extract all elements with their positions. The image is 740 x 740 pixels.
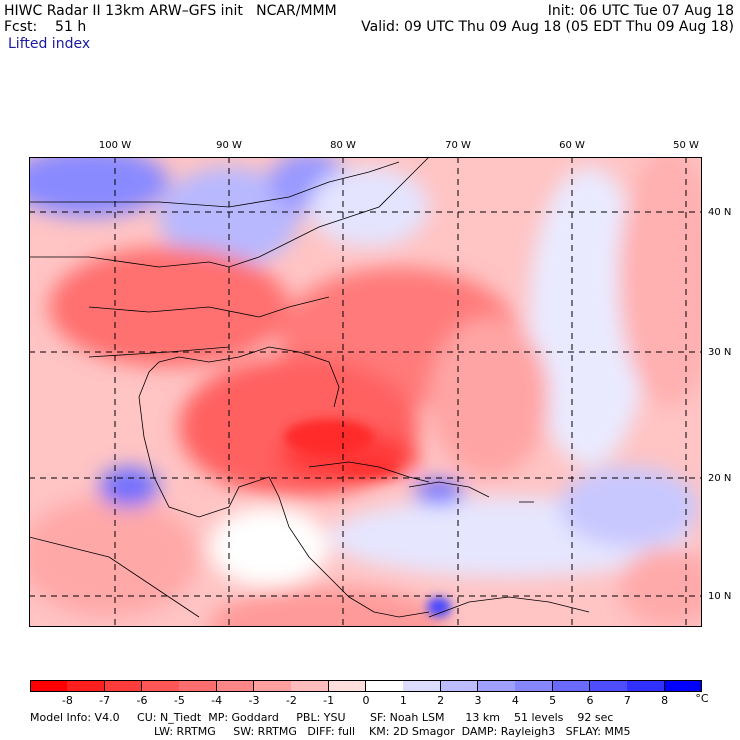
lon-label-80w: 80 W (330, 140, 356, 151)
colorbar-swatch (440, 680, 479, 692)
map-frame (29, 157, 702, 627)
lon-label-90w: 90 W (216, 140, 242, 151)
init-time: Init: 06 UTC Tue 07 Aug 18 (547, 3, 734, 19)
colorbar-tick-label: -7 (99, 694, 111, 707)
forecast-hour: Fcst: 51 h (4, 19, 87, 35)
lon-label-70w: 70 W (445, 140, 471, 151)
colorbar-swatch (403, 680, 442, 692)
colorbar-swatch (291, 680, 330, 692)
colorbar-tick-label: -6 (136, 694, 148, 707)
lon-label-100w: 100 W (98, 140, 132, 151)
lat-label-20n: 20 N (708, 473, 732, 484)
field-name: Lifted index (8, 36, 91, 52)
colorbar-tick-label: 8 (661, 694, 669, 707)
lifted-index-map (29, 157, 702, 627)
colorbar-swatch (30, 680, 68, 692)
model-title: HIWC Radar II 13km ARW–GFS init NCAR/MMM (4, 3, 337, 19)
colorbar-swatch (216, 680, 255, 692)
colorbar-swatch (664, 680, 703, 692)
colorbar-swatch (254, 680, 292, 692)
colorbar-swatch (478, 680, 516, 692)
colorbar-swatch (515, 680, 554, 692)
model-info: Model Info: V4.0 CU: N_Tiedt MP: Goddard… (30, 711, 614, 724)
lon-label-60w: 60 W (559, 140, 585, 151)
colorbar-swatch (627, 680, 666, 692)
colorbar-swatch (590, 680, 628, 692)
lat-label-40n: 40 N (708, 207, 732, 218)
colorbar-tick-label: 2 (437, 694, 445, 707)
colorbar-unit: °C (695, 692, 709, 705)
colorbar-tick-label: 0 (362, 694, 370, 707)
colorbar-swatch (104, 680, 143, 692)
colorbar-tick-label: -8 (61, 694, 73, 707)
colorbar-tick-label: 3 (474, 694, 482, 707)
lat-label-30n: 30 N (708, 347, 732, 358)
colorbar-tick-label: -4 (211, 694, 223, 707)
colorbar-tick-label: -1 (323, 694, 335, 707)
valid-time: Valid: 09 UTC Thu 09 Aug 18 (05 EDT Thu … (361, 19, 734, 35)
colorbar-tick-label: 4 (511, 694, 519, 707)
colorbar-tick-label: 5 (549, 694, 557, 707)
lon-label-50w: 50 W (673, 140, 699, 151)
colorbar-swatch (67, 680, 106, 692)
colorbar-swatch (552, 680, 591, 692)
colorbar-tick-label: 1 (399, 694, 407, 707)
colorbar-tick-label: 7 (623, 694, 631, 707)
colorbar-tick-label: -2 (285, 694, 297, 707)
colorbar-tick-label: -3 (248, 694, 260, 707)
colorbar-swatch (366, 680, 404, 692)
colorbar-tick-label: -5 (173, 694, 185, 707)
graticule (29, 157, 702, 627)
colorbar-tick-label: 6 (586, 694, 594, 707)
physics-info: LW: RRTMG SW: RRTMG DIFF: full KM: 2D Sm… (154, 725, 631, 738)
coastlines (29, 157, 590, 618)
colorbar-swatch (142, 680, 180, 692)
colorbar-swatch (328, 680, 367, 692)
lat-label-10n: 10 N (708, 591, 732, 602)
colorbar-swatch (179, 680, 218, 692)
